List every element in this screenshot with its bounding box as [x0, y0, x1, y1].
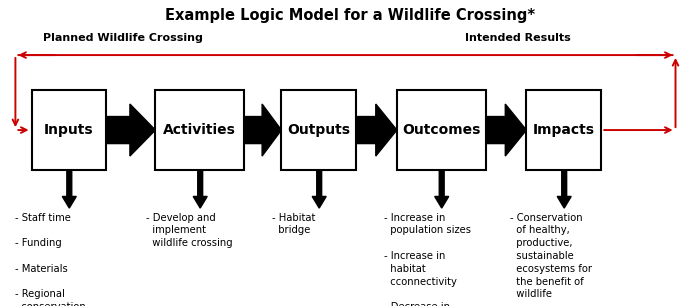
Text: Intended Results: Intended Results: [465, 33, 571, 43]
Polygon shape: [557, 170, 571, 208]
FancyBboxPatch shape: [526, 90, 601, 170]
Text: - Increase in
  population sizes

- Increase in
  habitat
  cconnectivity

- Dec: - Increase in population sizes - Increas…: [384, 213, 470, 306]
Text: - Habitat
  bridge: - Habitat bridge: [272, 213, 315, 236]
Text: Inputs: Inputs: [44, 123, 94, 137]
Text: Planned Wildlife Crossing: Planned Wildlife Crossing: [43, 33, 202, 43]
Text: Example Logic Model for a Wildlife Crossing*: Example Logic Model for a Wildlife Cross…: [165, 8, 535, 23]
Text: - Develop and
  implement
  wildlife crossing: - Develop and implement wildlife crossin…: [146, 213, 232, 248]
Polygon shape: [193, 170, 207, 208]
Polygon shape: [62, 170, 76, 208]
Text: Outputs: Outputs: [288, 123, 351, 137]
Polygon shape: [106, 104, 155, 156]
Text: - Staff time

- Funding

- Materials

- Regional
  conservation
  strategy: - Staff time - Funding - Materials - Reg…: [15, 213, 86, 306]
FancyBboxPatch shape: [281, 90, 356, 170]
Polygon shape: [435, 170, 449, 208]
Polygon shape: [356, 104, 397, 156]
Text: - Conservation
  of healthy,
  productive,
  sustainable
  ecosystems for
  the : - Conservation of healthy, productive, s…: [510, 213, 592, 300]
FancyBboxPatch shape: [155, 90, 244, 170]
Text: Activities: Activities: [163, 123, 237, 137]
Text: Outcomes: Outcomes: [402, 123, 480, 137]
FancyBboxPatch shape: [32, 90, 106, 170]
Text: Impacts: Impacts: [533, 123, 595, 137]
Polygon shape: [312, 170, 326, 208]
FancyBboxPatch shape: [397, 90, 486, 170]
Polygon shape: [244, 104, 281, 156]
Polygon shape: [486, 104, 526, 156]
